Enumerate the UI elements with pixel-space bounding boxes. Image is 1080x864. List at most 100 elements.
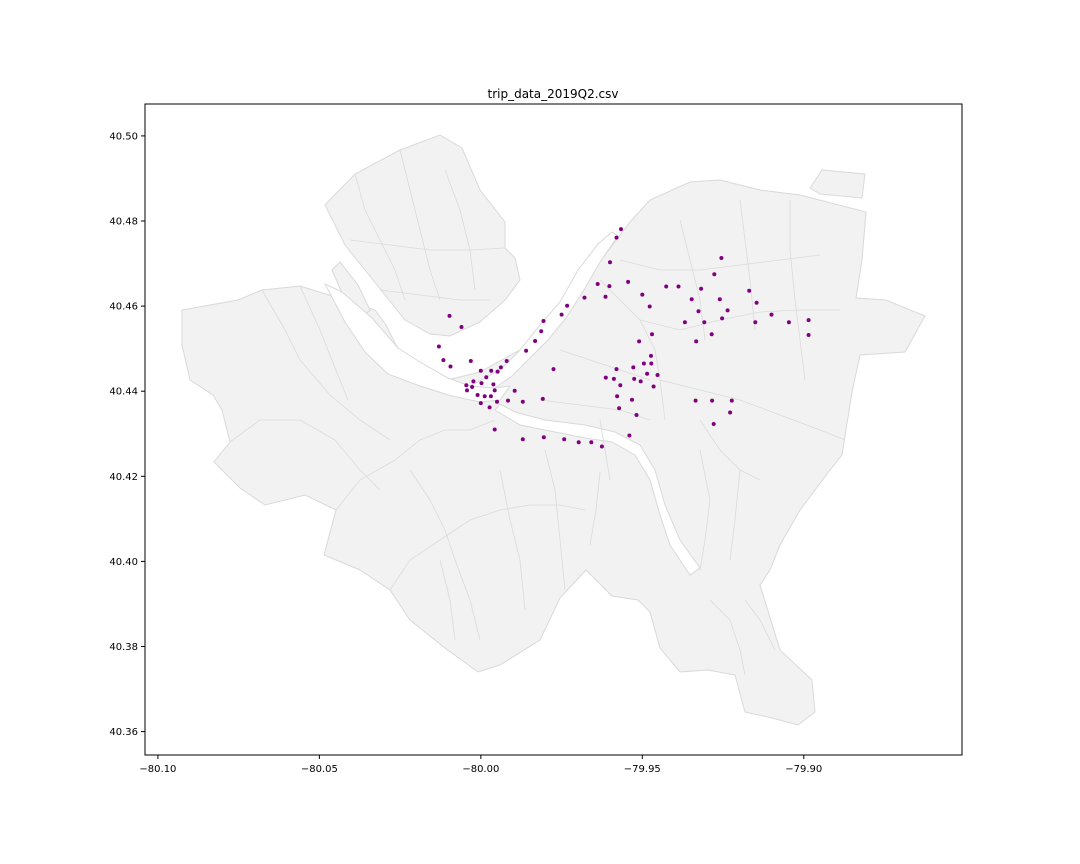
plot-frame <box>144 103 963 756</box>
trip-point <box>539 329 544 334</box>
y-tick-label: 40.48 <box>109 217 138 228</box>
trip-point <box>640 292 645 297</box>
x-tick-label: −79.95 <box>624 764 661 775</box>
trip-point <box>651 384 656 389</box>
trip-point <box>728 410 733 415</box>
trip-point <box>492 427 497 432</box>
neighborhood-borders <box>229 149 846 676</box>
trip-point <box>489 368 494 373</box>
trip-point <box>754 300 759 305</box>
trip-points <box>436 227 811 449</box>
trip-point <box>712 272 717 277</box>
trip-point <box>488 394 493 399</box>
trip-point <box>647 304 652 309</box>
trip-point <box>769 312 774 317</box>
trip-point <box>630 397 634 402</box>
trip-point <box>649 353 653 358</box>
trip-point <box>717 297 722 302</box>
river-allegheny <box>468 231 619 389</box>
trip-point <box>696 309 701 314</box>
trip-point <box>470 385 475 389</box>
trip-point <box>495 399 499 404</box>
trip-point <box>608 260 612 265</box>
y-tick-label: 40.38 <box>109 642 138 653</box>
trip-point <box>589 440 594 445</box>
y-tick-label: 40.44 <box>109 387 138 398</box>
trip-point <box>478 368 483 373</box>
trip-point <box>614 235 619 240</box>
trip-point <box>479 381 484 386</box>
river-ohio <box>323 282 512 403</box>
trip-point <box>747 288 752 293</box>
trip-point <box>641 361 646 366</box>
y-tick-label: 40.36 <box>109 727 138 738</box>
trip-point <box>720 316 725 321</box>
trip-point <box>753 320 758 325</box>
trip-point <box>465 388 469 393</box>
trip-point <box>478 401 483 406</box>
x-tick-label: −79.90 <box>785 764 822 775</box>
trip-point <box>541 319 546 323</box>
map-upper-north <box>324 134 521 337</box>
trip-point <box>694 339 699 344</box>
trip-point <box>689 297 694 302</box>
trip-point <box>699 286 704 291</box>
trip-point <box>565 303 570 308</box>
trip-point <box>607 284 612 289</box>
trip-point <box>719 256 724 260</box>
trip-point <box>709 332 714 337</box>
trip-point <box>524 348 529 353</box>
trip-point <box>520 437 525 442</box>
plot-area <box>144 103 963 756</box>
trip-point <box>520 399 525 404</box>
trip-point <box>725 308 730 313</box>
trip-point <box>459 325 464 329</box>
trip-point <box>603 294 608 299</box>
trip-point <box>504 359 509 363</box>
trip-point <box>464 383 469 388</box>
trip-point <box>702 320 707 325</box>
x-tick-label: −80.00 <box>462 764 499 775</box>
trip-point <box>631 365 636 370</box>
trip-point <box>603 375 608 380</box>
trip-point <box>729 398 734 403</box>
y-tick-label: 40.46 <box>109 302 138 313</box>
trip-point <box>475 393 480 397</box>
trip-point <box>645 371 650 376</box>
trip-point <box>482 394 487 399</box>
trip-point <box>786 320 791 325</box>
x-tick-label: −80.10 <box>139 764 176 775</box>
x-axis: −80.10 −80.05 −80.00 −79.95 −79.90 <box>139 755 822 775</box>
y-tick-label: 40.50 <box>109 131 138 142</box>
trip-point <box>498 365 503 370</box>
trip-point <box>562 437 567 442</box>
trip-point <box>634 413 639 417</box>
trip-point <box>614 367 619 372</box>
map-island-ne <box>809 169 866 199</box>
trip-point <box>615 394 620 399</box>
trip-point <box>682 320 687 325</box>
trip-point <box>595 282 600 286</box>
trip-point <box>551 367 556 372</box>
trip-point <box>540 396 545 401</box>
trip-point <box>512 388 517 393</box>
trip-point <box>806 318 811 323</box>
y-tick-label: 40.40 <box>109 557 138 568</box>
trip-point <box>618 383 623 388</box>
trip-point <box>638 379 643 384</box>
trip-point <box>626 279 631 284</box>
trip-point <box>655 373 660 377</box>
trip-point <box>441 358 446 363</box>
trip-point <box>599 444 604 449</box>
map-layer <box>181 134 926 726</box>
y-tick-label: 40.42 <box>109 472 138 483</box>
trip-point <box>637 339 642 344</box>
trip-point <box>619 227 623 232</box>
trip-point <box>611 376 616 381</box>
trip-point <box>576 440 581 445</box>
trip-point <box>533 339 538 343</box>
trip-point <box>710 398 715 403</box>
trip-point <box>491 382 496 387</box>
trip-point <box>617 406 622 411</box>
